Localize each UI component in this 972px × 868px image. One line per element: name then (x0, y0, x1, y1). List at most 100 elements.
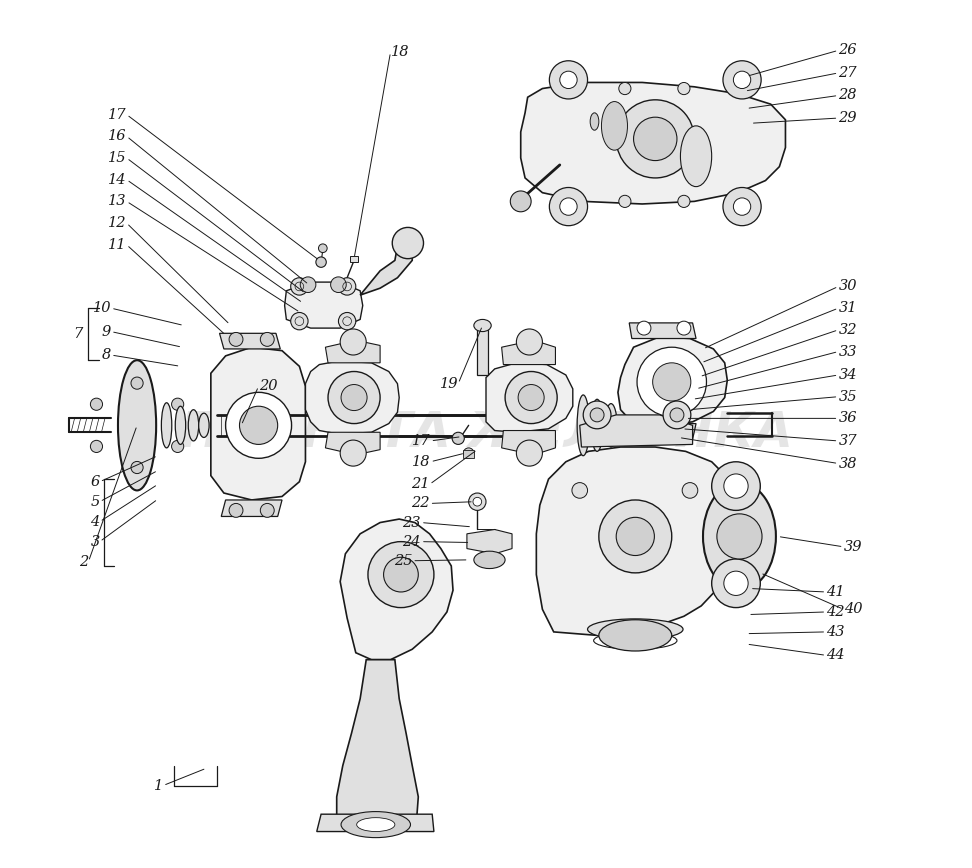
Circle shape (637, 321, 651, 335)
Text: 17: 17 (108, 108, 126, 122)
Circle shape (330, 277, 346, 293)
Circle shape (634, 117, 677, 161)
Circle shape (652, 363, 691, 401)
Ellipse shape (602, 102, 628, 150)
Text: 9: 9 (102, 325, 111, 339)
Polygon shape (467, 529, 512, 554)
Circle shape (616, 100, 694, 178)
Circle shape (717, 514, 762, 559)
Text: 33: 33 (839, 345, 857, 358)
Circle shape (90, 440, 103, 452)
Circle shape (131, 462, 143, 474)
Ellipse shape (599, 620, 672, 651)
Circle shape (291, 278, 308, 295)
Circle shape (172, 440, 184, 452)
Circle shape (723, 187, 761, 226)
Text: 17: 17 (412, 434, 431, 448)
Circle shape (619, 82, 631, 95)
Circle shape (616, 517, 654, 556)
Bar (464, 450, 473, 458)
Text: 44: 44 (826, 648, 845, 662)
Text: 37: 37 (839, 434, 857, 448)
Ellipse shape (357, 818, 395, 832)
Text: 43: 43 (826, 625, 845, 639)
Circle shape (516, 329, 542, 355)
Circle shape (340, 440, 366, 466)
Polygon shape (326, 340, 380, 363)
Text: 35: 35 (839, 390, 857, 404)
Circle shape (549, 61, 587, 99)
Polygon shape (486, 363, 573, 432)
Text: 20: 20 (259, 379, 277, 393)
Ellipse shape (189, 410, 198, 441)
Ellipse shape (577, 395, 589, 456)
Ellipse shape (594, 632, 677, 649)
Circle shape (619, 195, 631, 207)
Polygon shape (317, 814, 434, 832)
Text: 1: 1 (154, 779, 163, 792)
Circle shape (464, 448, 473, 458)
Text: 11: 11 (108, 238, 126, 252)
Circle shape (734, 71, 750, 89)
Circle shape (328, 372, 380, 424)
Text: 30: 30 (839, 279, 857, 293)
Circle shape (338, 278, 356, 295)
Polygon shape (340, 519, 453, 660)
Polygon shape (629, 323, 696, 339)
Circle shape (338, 312, 356, 330)
Circle shape (637, 427, 651, 441)
Polygon shape (222, 500, 282, 516)
Circle shape (583, 401, 611, 429)
Circle shape (599, 500, 672, 573)
Circle shape (341, 385, 367, 411)
Text: 15: 15 (108, 151, 126, 165)
Circle shape (712, 559, 760, 608)
Polygon shape (211, 347, 305, 500)
Text: 25: 25 (394, 554, 412, 568)
Polygon shape (285, 282, 363, 328)
Circle shape (518, 385, 544, 411)
Polygon shape (305, 361, 399, 434)
Circle shape (572, 483, 587, 498)
Circle shape (590, 408, 604, 422)
Circle shape (677, 427, 691, 441)
Circle shape (505, 372, 557, 424)
Text: 31: 31 (839, 301, 857, 315)
Polygon shape (361, 241, 412, 295)
Bar (477, 325, 488, 375)
Circle shape (226, 392, 292, 458)
Text: 29: 29 (839, 111, 857, 125)
Circle shape (319, 244, 328, 253)
Circle shape (131, 377, 143, 389)
Text: 40: 40 (844, 602, 862, 616)
Ellipse shape (587, 619, 683, 640)
Text: 41: 41 (826, 585, 845, 599)
Ellipse shape (198, 413, 209, 437)
Text: 21: 21 (411, 477, 430, 491)
Ellipse shape (590, 113, 599, 130)
Circle shape (682, 483, 698, 498)
Text: 34: 34 (839, 368, 857, 382)
Circle shape (229, 332, 243, 346)
Text: 7: 7 (74, 327, 83, 341)
Ellipse shape (680, 126, 712, 187)
Circle shape (663, 401, 691, 429)
Ellipse shape (161, 403, 172, 448)
Text: 38: 38 (839, 457, 857, 470)
Circle shape (724, 474, 748, 498)
Circle shape (724, 571, 748, 595)
Circle shape (473, 497, 482, 506)
Ellipse shape (118, 360, 156, 490)
Text: 14: 14 (108, 173, 126, 187)
Polygon shape (629, 424, 696, 439)
Circle shape (560, 198, 577, 215)
Polygon shape (336, 660, 418, 820)
Ellipse shape (473, 319, 491, 332)
Text: 8: 8 (102, 348, 111, 362)
Text: 27: 27 (839, 66, 857, 80)
Text: 28: 28 (839, 89, 857, 102)
Text: 24: 24 (402, 535, 421, 549)
Text: 6: 6 (90, 475, 100, 489)
Circle shape (172, 398, 184, 411)
Ellipse shape (473, 551, 505, 569)
